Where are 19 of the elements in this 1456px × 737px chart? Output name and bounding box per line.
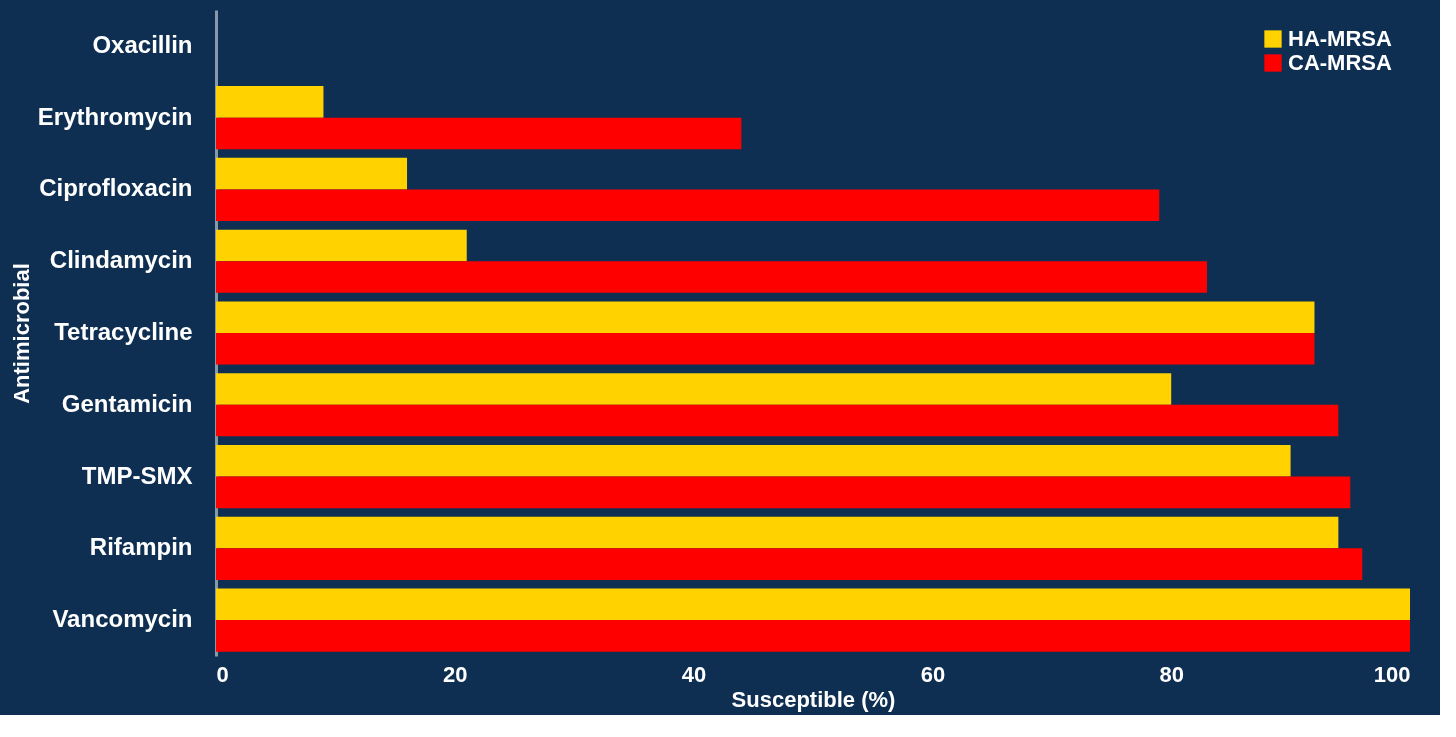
- y-tick-label: Ciprofloxacin: [39, 174, 193, 202]
- x-tick-label: 20: [443, 661, 468, 687]
- x-axis-title: Susceptible (%): [731, 686, 896, 712]
- y-tick-label: Oxacillin: [92, 30, 193, 58]
- y-tick-label: Vancomycin: [52, 605, 193, 633]
- y-tick-label: TMP-SMX: [81, 461, 193, 489]
- y-tick-label: Tetracycline: [54, 318, 193, 345]
- y-axis-title: Antimicrobial: [8, 263, 34, 404]
- y-tick-label: Rifampin: [89, 533, 193, 561]
- x-tick-label: 0: [216, 661, 229, 687]
- legend-label: HA-MRSA: [1288, 26, 1392, 51]
- y-tick-label: Gentamicin: [61, 389, 193, 417]
- x-tick-label: 60: [920, 661, 946, 687]
- y-tick-label: Erythromycin: [37, 102, 193, 130]
- x-tick-label: 80: [1159, 661, 1184, 687]
- x-tick-label: 40: [681, 661, 707, 687]
- y-tick-label: Clindamycin: [49, 246, 193, 274]
- x-tick-label: 100: [1373, 661, 1411, 687]
- legend-label: CA-MRSA: [1288, 50, 1392, 75]
